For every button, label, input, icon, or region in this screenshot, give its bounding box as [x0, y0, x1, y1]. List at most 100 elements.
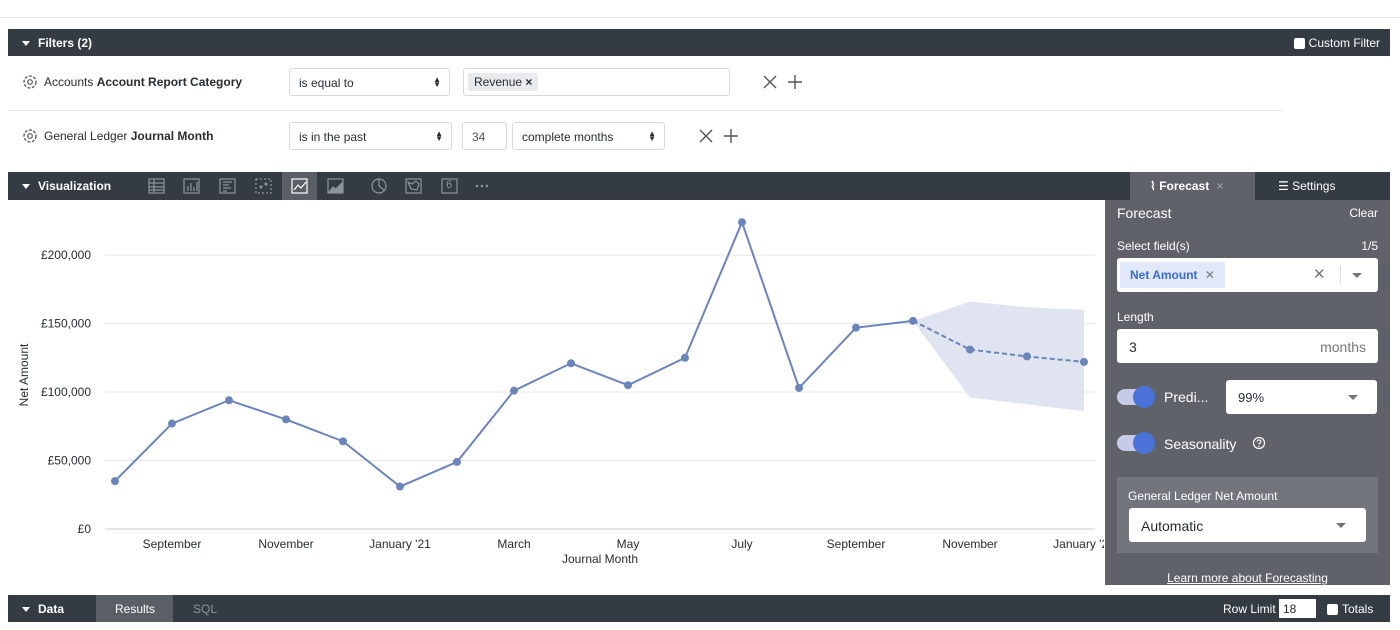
operator-select[interactable]: is in the past ▲ ▼	[289, 122, 452, 150]
single-value-icon[interactable]: 6	[446, 179, 453, 191]
number-input[interactable]: 34	[462, 122, 507, 150]
value-chip-label: Revenue	[474, 75, 523, 89]
data-point	[1080, 357, 1088, 366]
field-chip-label: Net Amount	[1130, 268, 1198, 282]
filter-view: General Ledger	[44, 129, 128, 143]
unit-select[interactable]: complete months ▲ ▼	[512, 122, 665, 150]
data-point	[1023, 352, 1031, 361]
viz-icons[interactable]	[148, 178, 488, 194]
forecast-tab[interactable]: ⌇ Forecast ×	[1130, 172, 1255, 200]
filter-field-name: Account Report Category	[96, 75, 243, 89]
prediction-label: Predi...	[1164, 389, 1209, 405]
data-point	[282, 415, 290, 424]
y-tick-label: £150,000	[41, 317, 91, 331]
filter-field: General Ledger Journal Month	[44, 129, 213, 143]
field-section-select[interactable]: Automatic	[1129, 508, 1366, 542]
unit: complete months	[522, 130, 614, 144]
filter-field-name: Journal Month	[130, 129, 214, 143]
series-line	[114, 219, 914, 488]
value-chip[interactable]: Revenue ×	[468, 73, 539, 91]
x-tick-label: May	[617, 537, 640, 551]
totals[interactable]: Totals	[1327, 602, 1373, 616]
y-tick-label: £0	[78, 522, 92, 536]
data-title[interactable]: Data	[38, 602, 65, 616]
panel-title: Forecast	[1117, 205, 1172, 221]
select-count: 1/5	[1361, 239, 1378, 253]
clear[interactable]: Clear	[1349, 206, 1378, 220]
filters-title[interactable]: Filters (2)	[38, 36, 93, 50]
sql-tab[interactable]: SQL	[193, 602, 218, 616]
field-section-value: Automatic	[1141, 518, 1204, 534]
data-point	[852, 323, 860, 332]
learn-more-link[interactable]: Learn more about Forecasting	[1167, 571, 1328, 585]
field-select[interactable]: Net Amount ✕ ✕	[1117, 258, 1378, 292]
forecast-line	[912, 319, 1085, 363]
filter-view: Accounts	[44, 75, 94, 89]
number-value: 34	[472, 130, 486, 144]
row-actions[interactable]	[762, 74, 806, 90]
forecast-panel: Forecast Clear Select field(s) 1/5 Net A…	[1105, 200, 1390, 585]
data-point	[225, 396, 233, 405]
data-bar[interactable]: Data Results SQL Row Limit 18 Totals	[8, 595, 1390, 622]
x-tick-label: September	[827, 537, 886, 551]
field-section: General Ledger Net Amount Automatic	[1117, 477, 1378, 553]
data-point	[396, 482, 404, 491]
prediction-select[interactable]: 99%	[1226, 380, 1377, 414]
custom-filter-label[interactable]: Custom Filter	[1308, 36, 1380, 50]
operator-select[interactable]: is equal to ▲ ▼	[289, 68, 450, 96]
length-label: Length	[1117, 310, 1154, 324]
visualization-bar[interactable]: Visualization 6 ⌇ Forecast × ☰ Settings	[8, 172, 1390, 200]
data-point	[795, 383, 803, 392]
data-point	[909, 316, 917, 325]
y-axis-label: Net Amount	[17, 343, 31, 406]
x-axis-label: Journal Month	[562, 552, 638, 566]
value-input[interactable]: Revenue ×	[463, 68, 730, 96]
length-unit: months	[1320, 339, 1366, 355]
x-tick-label: January '22	[1053, 537, 1104, 551]
data-point	[681, 353, 689, 362]
custom-filter[interactable]: Custom Filter	[1293, 36, 1380, 50]
prediction-toggle[interactable]	[1117, 386, 1155, 408]
field-chip[interactable]: Net Amount ✕	[1120, 262, 1225, 288]
y-tick-label: £100,000	[41, 385, 91, 399]
top-border	[0, 17, 1400, 18]
results-tab[interactable]: Results	[96, 595, 173, 622]
x-tick-label: November	[258, 537, 313, 551]
gear-icon[interactable]	[22, 128, 38, 144]
seasonality-toggle[interactable]	[1117, 432, 1155, 454]
help-icon[interactable]	[1252, 436, 1266, 450]
data-point	[339, 437, 347, 446]
operator: is in the past	[299, 130, 367, 144]
length-value: 3	[1129, 339, 1137, 355]
settings-tab[interactable]: ☰ Settings	[1278, 179, 1336, 193]
data-point	[453, 457, 461, 466]
separator	[8, 110, 1282, 111]
row-limit-value: 18	[1283, 602, 1297, 616]
prediction-value: 99%	[1238, 390, 1265, 405]
field-section-title: General Ledger Net Amount	[1128, 489, 1278, 503]
filters-bar[interactable]: Filters (2) Custom Filter	[8, 29, 1390, 56]
visualization-title[interactable]: Visualization	[38, 179, 112, 193]
totals-label[interactable]: Totals	[1342, 602, 1374, 616]
seasonality-label: Seasonality	[1164, 436, 1237, 452]
y-tick-label: £50,000	[48, 454, 92, 468]
results-tab-label[interactable]: Results	[115, 602, 156, 616]
gear-icon[interactable]	[22, 74, 38, 90]
data-point	[624, 381, 632, 390]
row-actions[interactable]	[698, 128, 742, 144]
settings-tab-label[interactable]: Settings	[1292, 179, 1336, 193]
x-tick-label: November	[942, 537, 997, 551]
data-point	[510, 386, 518, 395]
forecast-band	[913, 301, 1084, 412]
row-limit-input[interactable]: 18	[1279, 599, 1316, 618]
filter-field: Accounts Account Report Category	[44, 75, 242, 89]
data-point	[567, 359, 575, 368]
x-tick-label: July	[731, 537, 752, 551]
forecast-tab-label[interactable]: Forecast	[1159, 179, 1210, 193]
data-point	[966, 345, 974, 354]
length-input[interactable]: 3 months	[1117, 329, 1378, 363]
x-tick-label: January '21	[369, 537, 431, 551]
data-point	[738, 218, 746, 227]
x-tick-label: September	[143, 537, 202, 551]
